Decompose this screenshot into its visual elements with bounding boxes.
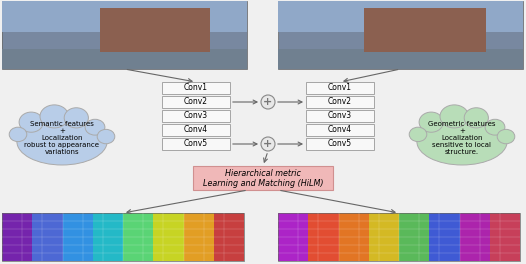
FancyBboxPatch shape bbox=[364, 8, 486, 52]
FancyBboxPatch shape bbox=[32, 213, 63, 261]
FancyBboxPatch shape bbox=[490, 213, 520, 261]
FancyBboxPatch shape bbox=[214, 213, 244, 261]
FancyBboxPatch shape bbox=[100, 8, 210, 52]
FancyBboxPatch shape bbox=[63, 1, 94, 69]
Ellipse shape bbox=[97, 129, 115, 144]
Text: Conv3: Conv3 bbox=[328, 111, 352, 120]
FancyBboxPatch shape bbox=[278, 1, 523, 69]
FancyBboxPatch shape bbox=[162, 96, 230, 108]
FancyBboxPatch shape bbox=[162, 82, 230, 94]
FancyBboxPatch shape bbox=[123, 213, 153, 261]
Ellipse shape bbox=[40, 105, 68, 128]
FancyBboxPatch shape bbox=[306, 82, 374, 94]
FancyBboxPatch shape bbox=[306, 110, 374, 122]
FancyBboxPatch shape bbox=[399, 213, 429, 261]
FancyBboxPatch shape bbox=[2, 1, 247, 32]
Text: +: + bbox=[264, 139, 272, 149]
FancyBboxPatch shape bbox=[339, 213, 369, 261]
FancyBboxPatch shape bbox=[278, 49, 523, 69]
Ellipse shape bbox=[409, 127, 427, 142]
Text: Conv2: Conv2 bbox=[328, 97, 352, 106]
FancyBboxPatch shape bbox=[153, 213, 184, 261]
Ellipse shape bbox=[64, 108, 88, 128]
Circle shape bbox=[261, 95, 275, 109]
FancyBboxPatch shape bbox=[306, 96, 374, 108]
FancyBboxPatch shape bbox=[2, 1, 33, 69]
Ellipse shape bbox=[17, 118, 107, 165]
FancyBboxPatch shape bbox=[278, 213, 308, 261]
FancyBboxPatch shape bbox=[186, 1, 216, 69]
FancyBboxPatch shape bbox=[278, 1, 523, 32]
Ellipse shape bbox=[417, 118, 507, 165]
FancyBboxPatch shape bbox=[93, 213, 123, 261]
Text: Conv4: Conv4 bbox=[184, 125, 208, 134]
Ellipse shape bbox=[497, 129, 515, 144]
Text: Conv5: Conv5 bbox=[328, 139, 352, 148]
FancyBboxPatch shape bbox=[33, 1, 63, 69]
Ellipse shape bbox=[464, 108, 489, 128]
FancyBboxPatch shape bbox=[308, 213, 339, 261]
FancyBboxPatch shape bbox=[162, 110, 230, 122]
Text: Hierarchical metric: Hierarchical metric bbox=[225, 169, 301, 178]
FancyBboxPatch shape bbox=[369, 213, 399, 261]
FancyBboxPatch shape bbox=[94, 1, 125, 69]
Text: Conv1: Conv1 bbox=[184, 83, 208, 92]
Text: Conv4: Conv4 bbox=[328, 125, 352, 134]
Text: Semantic features
+
Localization
robust to appearance
variations: Semantic features + Localization robust … bbox=[25, 121, 99, 155]
Ellipse shape bbox=[419, 112, 443, 132]
FancyBboxPatch shape bbox=[162, 124, 230, 136]
Circle shape bbox=[261, 137, 275, 151]
FancyBboxPatch shape bbox=[193, 166, 333, 190]
Text: +: + bbox=[264, 97, 272, 107]
Ellipse shape bbox=[19, 112, 43, 132]
Text: Conv5: Conv5 bbox=[184, 139, 208, 148]
FancyBboxPatch shape bbox=[125, 1, 155, 69]
FancyBboxPatch shape bbox=[2, 213, 32, 261]
Ellipse shape bbox=[85, 119, 105, 135]
Text: Conv1: Conv1 bbox=[328, 83, 352, 92]
FancyBboxPatch shape bbox=[306, 124, 374, 136]
FancyBboxPatch shape bbox=[162, 138, 230, 150]
FancyBboxPatch shape bbox=[2, 49, 247, 69]
FancyBboxPatch shape bbox=[429, 213, 460, 261]
Text: Conv2: Conv2 bbox=[184, 97, 208, 106]
FancyBboxPatch shape bbox=[2, 1, 247, 69]
Ellipse shape bbox=[485, 119, 505, 135]
FancyBboxPatch shape bbox=[460, 213, 490, 261]
Text: Geometric features
+
Localization
sensitive to local
structure.: Geometric features + Localization sensit… bbox=[428, 121, 495, 155]
Text: Learning and Matching (HiLM): Learning and Matching (HiLM) bbox=[203, 178, 323, 187]
Ellipse shape bbox=[9, 127, 27, 142]
Ellipse shape bbox=[440, 105, 469, 128]
FancyBboxPatch shape bbox=[63, 213, 93, 261]
FancyBboxPatch shape bbox=[216, 1, 247, 69]
FancyBboxPatch shape bbox=[184, 213, 214, 261]
Text: Conv3: Conv3 bbox=[184, 111, 208, 120]
FancyBboxPatch shape bbox=[306, 138, 374, 150]
FancyBboxPatch shape bbox=[155, 1, 186, 69]
